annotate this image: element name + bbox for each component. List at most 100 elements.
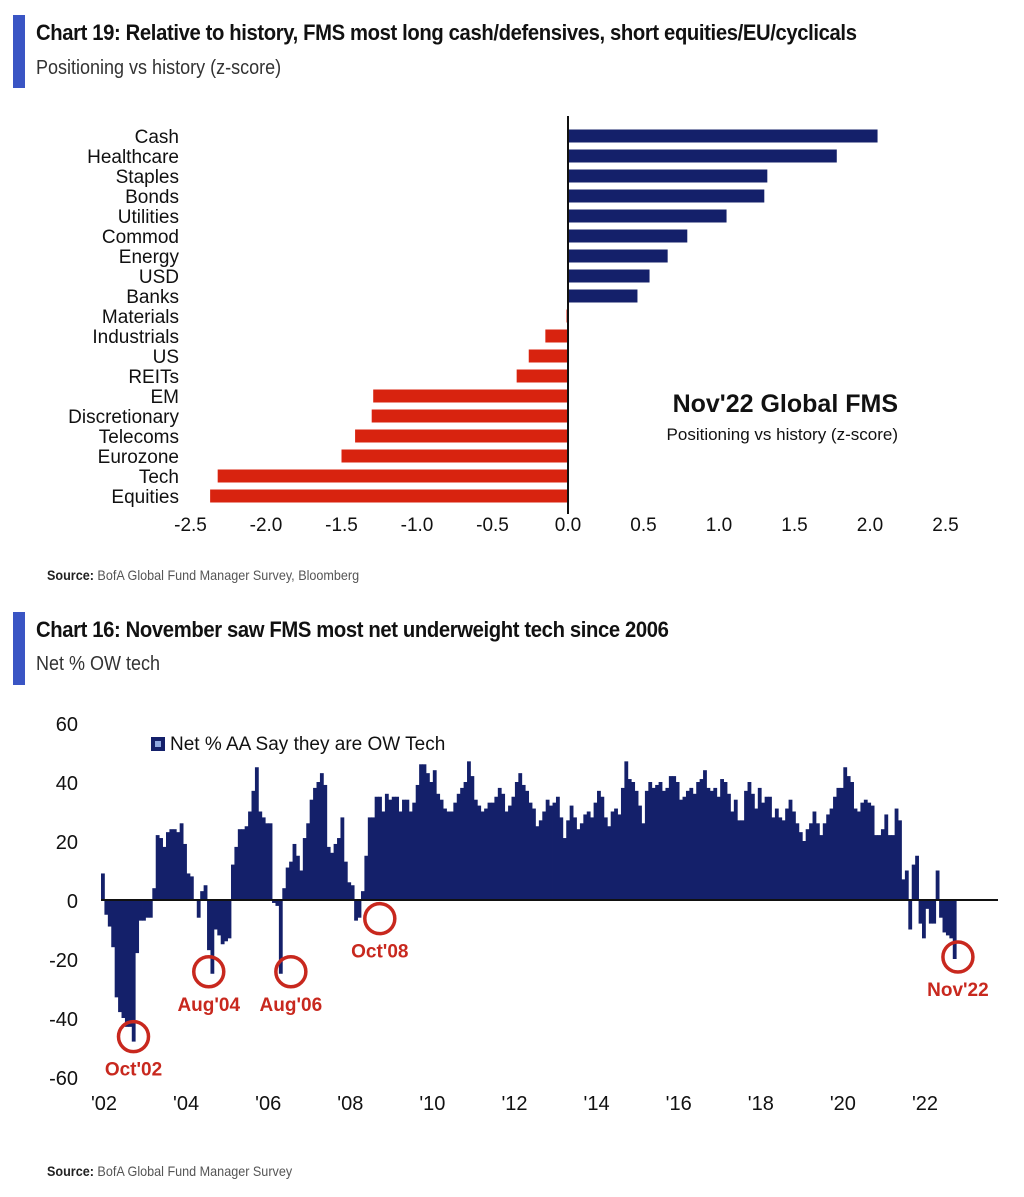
monthly-bar <box>460 787 465 900</box>
monthly-bar <box>853 808 858 900</box>
y-tick-label: 60 <box>56 714 78 736</box>
monthly-bar <box>162 846 167 900</box>
monthly-bar <box>449 811 454 900</box>
monthly-bar <box>877 835 882 900</box>
chart16-bar-chart: 60 40 20 0 -20 -40 -60 '02 '04 '06 '08 '10 '12 '14 '16… <box>49 714 998 1115</box>
monthly-bar <box>347 882 352 900</box>
monthly-bar <box>265 823 270 900</box>
monthly-bar <box>251 790 256 900</box>
monthly-bar <box>675 782 680 900</box>
monthly-bar <box>545 799 550 900</box>
monthly-bar <box>357 900 362 918</box>
monthly-bar <box>340 817 345 900</box>
monthly-bar <box>898 820 902 900</box>
monthly-bar <box>333 843 338 900</box>
annotation-label: Nov'22 <box>927 980 989 1001</box>
annotation-circle <box>116 1019 151 1054</box>
monthly-bar <box>542 811 547 900</box>
monthly-bar <box>402 799 406 900</box>
x-tick-label: 2.5 <box>932 515 958 536</box>
monthly-bar <box>101 873 105 900</box>
monthly-bar <box>364 855 369 900</box>
chart19-subtitle: Positioning vs history (z-score) <box>36 57 282 79</box>
monthly-bar <box>757 787 762 900</box>
monthly-bar <box>692 793 697 900</box>
monthly-bar <box>207 900 211 951</box>
annotation-circle <box>274 955 308 989</box>
category-label: Healthcare <box>87 147 179 168</box>
x-tick-label: '22 <box>912 1093 938 1115</box>
monthly-bar <box>371 817 376 900</box>
monthly-bar <box>860 802 865 900</box>
monthly-bar <box>593 802 598 900</box>
bar-reits <box>516 369 568 383</box>
monthly-bar <box>285 867 290 900</box>
monthly-bar <box>367 817 372 900</box>
monthly-bar <box>128 900 133 1027</box>
bar-em <box>373 389 568 403</box>
monthly-bar <box>316 782 321 900</box>
monthly-bar <box>778 817 783 900</box>
x-tick-label: '08 <box>337 1093 363 1115</box>
category-label: Cash <box>135 127 179 148</box>
monthly-bar <box>586 811 591 900</box>
monthly-bar <box>518 773 523 900</box>
monthly-bar <box>282 888 287 900</box>
monthly-bar <box>733 799 738 900</box>
monthly-bar <box>747 782 752 900</box>
monthly-bar <box>870 805 875 900</box>
monthly-bar <box>620 787 625 900</box>
chart16-source-label: Source: <box>47 1163 94 1179</box>
monthly-bar <box>230 864 235 900</box>
monthly-bar <box>918 900 923 924</box>
monthly-bar <box>237 829 242 900</box>
chart16-accent-bar <box>13 612 25 685</box>
monthly-bar <box>932 900 937 924</box>
monthly-bar <box>819 835 824 900</box>
monthly-bar <box>521 784 526 900</box>
monthly-bar <box>490 802 495 900</box>
monthly-bar <box>453 802 458 900</box>
x-tick-label: 1.5 <box>781 515 807 536</box>
monthly-bar <box>555 796 560 900</box>
chart16-title: Chart 16: November saw FMS most net unde… <box>36 617 669 642</box>
monthly-bar <box>196 900 201 918</box>
monthly-bar <box>494 796 499 900</box>
monthly-bar <box>590 817 594 900</box>
x-tick-label: -0.5 <box>476 515 509 536</box>
bar-energy <box>568 249 668 263</box>
bar-industrials <box>545 329 568 343</box>
monthly-bar <box>740 820 745 900</box>
monthly-bar <box>405 799 410 900</box>
monthly-bar <box>381 811 386 900</box>
monthly-bar <box>275 900 280 906</box>
monthly-bar <box>696 782 701 900</box>
bar-staples <box>568 169 768 183</box>
bar-discretionary <box>371 409 568 423</box>
category-label: Bonds <box>125 187 179 208</box>
monthly-bar <box>330 852 335 900</box>
monthly-bar <box>289 861 293 900</box>
monthly-bar <box>477 805 482 900</box>
monthly-bar <box>131 900 136 1042</box>
x-tick-label: 0.5 <box>630 515 656 536</box>
monthly-bar <box>836 787 841 900</box>
x-tick-label: '16 <box>666 1093 692 1115</box>
monthly-bar <box>378 796 382 900</box>
x-tick-label: '18 <box>748 1093 774 1115</box>
monthly-bar <box>360 891 365 900</box>
monthly-bar <box>566 820 571 900</box>
legend-label: Net % AA Say they are OW Tech <box>170 734 445 755</box>
chart16-subtitle: Net % OW tech <box>36 653 161 675</box>
monthly-bar <box>887 835 892 900</box>
monthly-bar <box>538 820 543 900</box>
monthly-bar <box>737 820 742 900</box>
monthly-bar <box>857 811 861 900</box>
y-tick-label: -40 <box>49 1009 78 1031</box>
monthly-bar <box>829 808 834 900</box>
monthly-bar <box>299 870 304 900</box>
monthly-bar <box>880 829 885 900</box>
monthly-bar <box>764 796 769 900</box>
monthly-bar <box>644 790 649 900</box>
chart19-title: Chart 19: Relative to history, FMS most … <box>36 20 857 45</box>
